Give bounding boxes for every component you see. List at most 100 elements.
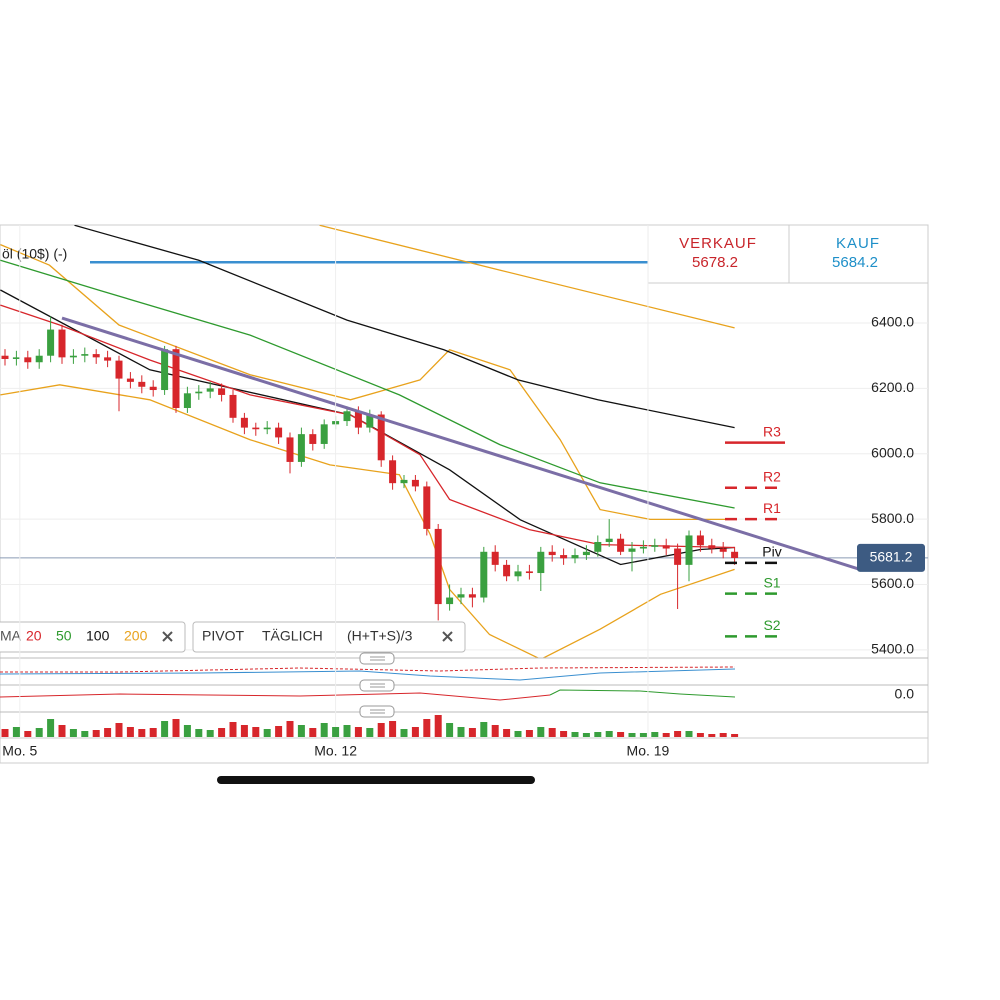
candle-body — [628, 548, 636, 552]
volume-bar — [286, 721, 294, 737]
pivot-period: TÄGLICH — [262, 628, 323, 644]
candle-body — [560, 555, 568, 559]
volume-bar — [594, 732, 602, 737]
close-icon[interactable] — [162, 631, 173, 642]
volume-bar — [525, 730, 533, 737]
candle-body — [639, 546, 647, 549]
close-icon[interactable] — [442, 631, 453, 642]
volume-bar — [560, 731, 568, 737]
pivot-legend[interactable]: PIVOT TÄGLICH (H+T+S)/3 — [192, 621, 466, 653]
volume-bar — [332, 727, 340, 737]
candle-body — [252, 427, 260, 430]
oscillator-line — [0, 692, 551, 701]
volume-bar — [446, 723, 454, 737]
candle-body — [115, 360, 123, 379]
oscillator-tick-label: 0.0 — [895, 686, 915, 702]
volume-bar — [58, 725, 66, 737]
candle-body — [126, 378, 134, 382]
candle-body — [81, 354, 89, 356]
panel-handle[interactable] — [359, 652, 395, 665]
pivot-formula: (H+T+S)/3 — [347, 628, 413, 644]
volume-bar — [92, 730, 100, 737]
ma-period: 20 — [26, 628, 42, 644]
volume-bar — [605, 731, 613, 737]
y-tick-label: 5400.0 — [871, 641, 914, 657]
candle-body — [389, 460, 397, 484]
candle-body — [218, 388, 226, 395]
candle-body — [491, 551, 499, 565]
volume-bar — [434, 715, 442, 737]
volume-bar — [138, 729, 146, 737]
volume-bar — [126, 727, 134, 737]
volume-bar — [719, 733, 727, 737]
volume-bar — [104, 728, 112, 737]
volume-bar — [571, 732, 579, 737]
volume-bar — [731, 734, 739, 737]
volume-bar — [240, 725, 248, 737]
indicator-line — [61, 316, 861, 571]
buy-label: KAUF — [836, 235, 880, 252]
buy-price: 5684.2 — [832, 254, 878, 271]
candle-body — [411, 479, 419, 487]
x-tick-label: Mo. 12 — [314, 743, 357, 759]
candle-body — [617, 538, 625, 552]
candle-body — [47, 329, 55, 356]
y-tick-label: 5800.0 — [871, 510, 914, 526]
candle-body — [366, 414, 374, 428]
candle-body — [286, 437, 294, 462]
volume-bar — [366, 728, 374, 737]
volume-bar — [172, 719, 180, 737]
y-tick-label: 6200.0 — [871, 379, 914, 395]
candle-body — [343, 411, 351, 422]
candle-body — [206, 388, 214, 392]
candle-body — [674, 548, 682, 565]
volume-bar — [377, 723, 385, 737]
volume-bar — [218, 728, 226, 737]
volume-bar — [685, 731, 693, 737]
candle-body — [172, 349, 180, 409]
candle-body — [446, 597, 454, 605]
candle-body — [731, 551, 739, 559]
sell-button[interactable]: VERKAUF 5678.2 — [647, 224, 790, 284]
candle-body — [354, 411, 362, 428]
panel-handle[interactable] — [359, 705, 395, 718]
volume-bar — [548, 728, 556, 737]
candle-body — [503, 564, 511, 577]
candle-body — [240, 417, 248, 428]
volume-bar — [195, 729, 203, 737]
candle-body — [24, 357, 32, 363]
candle-body — [12, 357, 20, 359]
buy-button[interactable]: KAUF 5684.2 — [788, 224, 929, 284]
chart-panel — [0, 224, 929, 764]
candle-body — [423, 486, 431, 529]
ma-prefix: MA — [0, 628, 22, 644]
volume-bar — [411, 727, 419, 737]
pivot-label: R3 — [763, 423, 781, 439]
macd-line — [0, 668, 736, 681]
volume-bar — [639, 733, 647, 737]
volume-bar — [480, 722, 488, 737]
volume-bar — [47, 719, 55, 737]
ma-legend[interactable]: MA 20 50 100 200 — [0, 621, 186, 653]
candle-body — [434, 528, 442, 605]
volume-bar — [662, 733, 670, 737]
volume-bar — [275, 726, 283, 737]
volume-bar — [628, 733, 636, 737]
candle-body — [525, 571, 533, 574]
volume-bar — [183, 725, 191, 737]
volume-bar — [81, 731, 89, 737]
indicator-line — [0, 259, 735, 509]
candle-body — [594, 541, 602, 552]
candle-body — [400, 479, 408, 484]
volume-bar — [400, 729, 408, 737]
candle-body — [35, 355, 43, 363]
oscillator-line — [549, 689, 736, 698]
sell-label: VERKAUF — [679, 235, 757, 252]
candle-body — [457, 594, 465, 598]
current-price-box — [857, 543, 925, 572]
volume-bar — [582, 733, 590, 737]
candle-body — [263, 427, 271, 430]
panel-handle[interactable] — [359, 679, 395, 692]
candle-body — [229, 394, 237, 418]
